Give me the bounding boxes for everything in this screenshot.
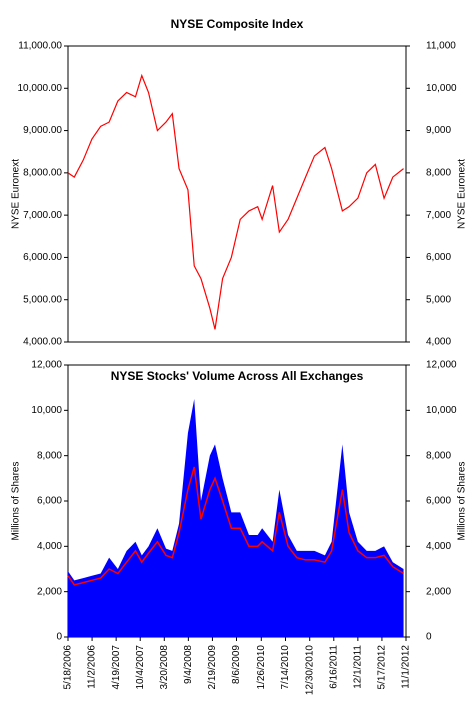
index-line: [67, 73, 404, 330]
x-tick-label: 11/2/2006: [87, 645, 98, 689]
average-line: [67, 466, 404, 586]
y-tick-label: 0: [56, 632, 62, 643]
y2-tick-label: 8,000: [426, 450, 451, 461]
y2-tick-label: 6,000: [426, 252, 451, 263]
y-tick-label: 8,000.00: [23, 167, 62, 178]
x-tick-label: 9/4/2008: [183, 645, 194, 684]
y2-tick-label: 6,000: [426, 496, 451, 507]
y2-tick-label: 7,000: [426, 210, 451, 221]
x-tick-label: 2/19/2009: [207, 645, 218, 690]
y2-tick-label: 12,000: [426, 360, 457, 371]
y2-tick-label: 11,000: [426, 41, 456, 52]
y2-tick-label: 0: [426, 632, 432, 643]
y2-tick-label: 4,000: [426, 541, 451, 552]
y-tick-label: 8,000: [37, 450, 62, 461]
x-tick-label: 1/26/2010: [256, 645, 267, 690]
y2-tick-label: 10,000: [426, 83, 457, 94]
y-tick-label: 5,000.00: [23, 294, 62, 305]
y-tick-label: 7,000.00: [23, 210, 62, 221]
y-tick-label: 2,000: [37, 586, 62, 597]
x-tick-label: 10/4/2007: [135, 645, 146, 690]
y-tick-label: 9,000.00: [23, 125, 62, 136]
chart-title: NYSE Composite Index: [171, 17, 304, 31]
x-tick-label: 3/20/2008: [159, 645, 170, 690]
x-tick-label: 12/1/2011: [352, 645, 363, 689]
y-axis-label: NYSE Euronext: [11, 159, 22, 229]
y2-tick-label: 10,000: [426, 405, 457, 416]
chart-title: NYSE Stocks' Volume Across All Exchanges: [111, 369, 364, 383]
y2-tick-label: 4,000: [426, 337, 451, 348]
y2-tick-label: 2,000: [426, 586, 451, 597]
x-tick-label: 8/6/2009: [231, 645, 242, 684]
y-axis-label: Millions of Shares: [11, 462, 22, 541]
y-tick-label: 12,000: [31, 360, 62, 371]
y2-axis-label: NYSE Euronext: [457, 159, 468, 229]
volume-area: [68, 399, 404, 637]
x-tick-label: 7/14/2010: [280, 645, 291, 690]
plot-area: [67, 45, 407, 343]
y-tick-label: 10,000: [31, 405, 62, 416]
y-tick-label: 6,000: [37, 496, 62, 507]
x-tick-label: 12/30/2010: [304, 645, 315, 695]
x-tick-label: 11/1/2012: [401, 645, 412, 689]
y-tick-label: 6,000.00: [23, 252, 62, 263]
y-tick-label: 4,000.00: [23, 337, 62, 348]
y-tick-label: 11,000.00: [18, 41, 62, 52]
x-tick-label: 4/19/2007: [111, 645, 122, 690]
y2-tick-label: 9,000: [426, 125, 451, 136]
y-tick-label: 4,000: [37, 541, 62, 552]
x-tick-label: 5/18/2006: [63, 645, 74, 690]
y2-tick-label: 5,000: [426, 294, 451, 305]
y2-axis-label: Millions of Shares: [457, 462, 468, 541]
y2-tick-label: 8,000: [426, 167, 451, 178]
y-tick-label: 10,000.00: [18, 83, 63, 94]
x-tick-label: 6/16/2011: [328, 645, 339, 689]
x-tick-label: 5/17/2012: [377, 645, 388, 690]
